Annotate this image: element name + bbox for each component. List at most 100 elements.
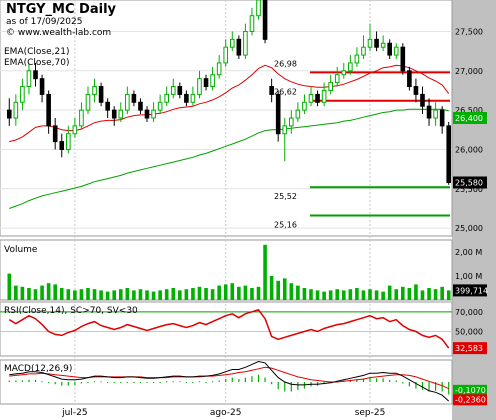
candle-body bbox=[275, 93, 281, 135]
macd-tick-label: -0,2360 bbox=[455, 395, 486, 404]
candle-body bbox=[354, 54, 360, 64]
macd-histogram-bar bbox=[166, 381, 168, 383]
volume-bar bbox=[132, 290, 136, 300]
candle-body bbox=[249, 15, 255, 32]
candle-body bbox=[446, 125, 452, 184]
macd-histogram-bar bbox=[67, 382, 69, 386]
candle-body bbox=[439, 109, 445, 127]
level-label: 26,98 bbox=[274, 59, 297, 68]
volume-bar bbox=[7, 273, 12, 300]
rsi-badge-label: 32,583 bbox=[455, 344, 483, 353]
macd-histogram-bar bbox=[41, 381, 43, 383]
volume-bar bbox=[145, 290, 149, 300]
macd-histogram-bar bbox=[264, 377, 266, 382]
volume-bar bbox=[164, 289, 169, 300]
candle-body bbox=[6, 109, 12, 119]
volume-bar bbox=[394, 289, 399, 300]
volume-badge-label: 399,714 bbox=[455, 286, 488, 295]
macd-histogram-bar bbox=[251, 376, 253, 382]
volume-bar bbox=[158, 290, 162, 300]
candle-body bbox=[393, 46, 399, 56]
macd-histogram-bar bbox=[179, 381, 181, 383]
indicator-legend: EMA(Close,70) bbox=[4, 58, 69, 68]
candle-body bbox=[79, 109, 84, 127]
volume-bar bbox=[282, 278, 287, 300]
candle-body bbox=[203, 78, 209, 88]
macd-tick-label: -0,1070 bbox=[455, 386, 486, 395]
macd-histogram-bar bbox=[369, 377, 371, 382]
candle-body bbox=[92, 86, 97, 95]
volume-bar bbox=[99, 290, 103, 300]
rsi-badge bbox=[453, 342, 487, 355]
volume-tick-label: 1,00 M bbox=[455, 272, 482, 281]
volume-bar bbox=[414, 284, 418, 300]
volume-bar bbox=[427, 288, 431, 300]
macd-histogram-bar bbox=[257, 374, 260, 382]
candle-body bbox=[380, 42, 386, 48]
volume-bar bbox=[387, 285, 392, 300]
volume-label: Volume bbox=[4, 245, 38, 255]
macd-badge bbox=[453, 394, 487, 406]
macd-histogram-bar bbox=[185, 382, 187, 383]
volume-bar bbox=[381, 291, 385, 300]
candle-body bbox=[125, 93, 130, 111]
macd-histogram-bar bbox=[159, 382, 161, 383]
candle-body bbox=[177, 86, 183, 95]
volume-bar bbox=[335, 289, 340, 300]
volume-bar bbox=[191, 288, 195, 300]
candle-body bbox=[111, 109, 117, 119]
macd-histogram-bar bbox=[48, 382, 50, 383]
macd-histogram-bar bbox=[28, 379, 30, 382]
volume-bar bbox=[374, 290, 379, 300]
volume-bar bbox=[322, 291, 326, 300]
volume-bar bbox=[309, 289, 313, 300]
candle-body bbox=[341, 70, 347, 76]
candle-body bbox=[105, 101, 110, 111]
volume-bar bbox=[125, 288, 130, 300]
last-price-badge bbox=[453, 176, 487, 189]
candle-body bbox=[216, 62, 222, 76]
volume-bar bbox=[296, 285, 300, 300]
candle-body bbox=[197, 78, 202, 95]
macd-histogram-bar bbox=[107, 382, 109, 383]
level-label: 25,16 bbox=[274, 221, 297, 230]
volume-bar bbox=[59, 288, 64, 300]
ema21-line bbox=[9, 64, 450, 143]
level-label: 26,62 bbox=[274, 88, 297, 97]
volume-bar bbox=[440, 286, 444, 300]
macd-histogram-bar bbox=[441, 382, 443, 392]
volume-bar bbox=[151, 291, 156, 300]
candle-body bbox=[184, 93, 189, 103]
volume-bar bbox=[171, 288, 176, 300]
macd-histogram-bar bbox=[231, 377, 233, 382]
as-of-date: as of 17/09/2025 bbox=[6, 17, 83, 27]
volume-bar bbox=[348, 289, 353, 300]
candle-body bbox=[256, 0, 261, 17]
candle-body bbox=[308, 93, 314, 103]
indicator-legend: EMA(Close,21) bbox=[4, 47, 69, 57]
volume-bar bbox=[328, 290, 333, 300]
macd-histogram-bar bbox=[113, 382, 115, 383]
volume-bar bbox=[243, 285, 248, 300]
rsi-line bbox=[8, 309, 450, 349]
candle-body bbox=[295, 109, 301, 119]
macd-histogram-bar bbox=[395, 380, 397, 382]
volume-bar bbox=[250, 288, 254, 300]
candle-body bbox=[262, 0, 268, 40]
candle-body bbox=[223, 46, 229, 64]
volume-bar bbox=[27, 288, 31, 300]
macd-histogram-bar bbox=[8, 380, 10, 382]
candle-body bbox=[400, 46, 406, 72]
candle-body bbox=[138, 101, 143, 111]
macd-histogram-bar bbox=[87, 382, 89, 383]
volume-bar bbox=[237, 286, 241, 300]
volume-bar bbox=[118, 289, 123, 300]
price-tick-label: 25,000 bbox=[455, 224, 483, 233]
macd-line bbox=[9, 360, 450, 402]
macd-histogram-bar bbox=[15, 380, 17, 382]
macd-histogram-bar bbox=[139, 382, 142, 383]
macd-signal-line bbox=[9, 366, 449, 390]
volume-bar bbox=[230, 283, 235, 300]
volume-bar bbox=[433, 289, 438, 300]
candle-body bbox=[348, 62, 353, 72]
